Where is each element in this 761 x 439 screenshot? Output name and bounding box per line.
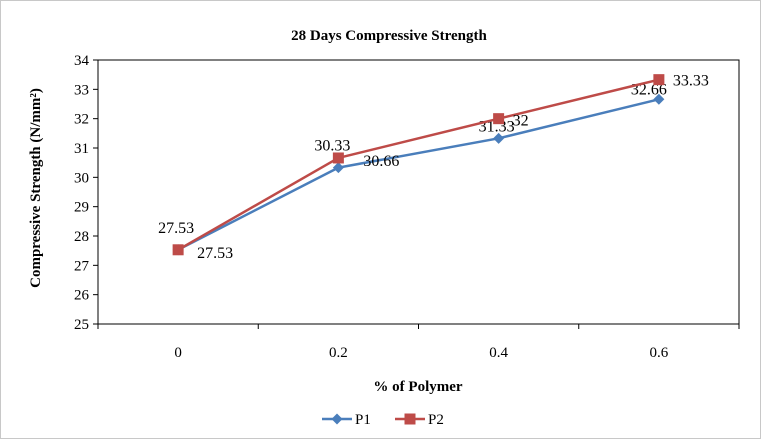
y-tick-label: 25 xyxy=(74,317,89,333)
data-label-p2: 30.66 xyxy=(363,153,399,170)
y-tick-label: 28 xyxy=(74,229,89,245)
chart-title: 28 Days Compressive Strength xyxy=(291,28,487,44)
legend-label-p1: P1 xyxy=(355,412,371,428)
data-label-p2: 32 xyxy=(513,113,529,130)
x-tick-label: 0 xyxy=(174,345,182,361)
series-line-p1 xyxy=(177,98,660,251)
legend-marker-p2 xyxy=(404,413,416,425)
plot-area: 25 26 27 28 29 30 31 32 33 34 0 0.2 0.4 0.6 27.53 30.33… xyxy=(74,53,740,361)
y-tick-label: 29 xyxy=(74,200,89,216)
data-point-p2 xyxy=(332,152,344,164)
legend-label-p2: P2 xyxy=(428,412,444,428)
data-point-p2 xyxy=(493,113,505,125)
legend: P1 P2 xyxy=(322,412,444,428)
x-tick-label: 0.2 xyxy=(329,345,348,361)
legend-marker-p1 xyxy=(331,413,343,425)
y-tick-label: 30 xyxy=(74,170,89,186)
y-tick-label: 32 xyxy=(74,112,89,128)
x-tick-label: 0.4 xyxy=(489,345,508,361)
data-point-p1 xyxy=(493,132,505,144)
y-tick-label: 33 xyxy=(74,82,89,98)
x-tick-label: 0.6 xyxy=(650,345,669,361)
data-point-p2 xyxy=(653,74,665,86)
y-tick-label: 27 xyxy=(74,258,90,274)
data-label-p2: 33.33 xyxy=(673,73,709,90)
data-point-p2 xyxy=(172,244,184,256)
x-axis-label: % of Polymer xyxy=(373,379,462,395)
data-point-p1 xyxy=(332,162,344,174)
y-tick-label: 34 xyxy=(74,53,90,69)
data-label-p1: 27.53 xyxy=(158,220,194,237)
data-point-p1 xyxy=(653,93,665,105)
y-tick-label: 26 xyxy=(74,288,90,304)
series-line-p2 xyxy=(177,78,660,251)
plot-border xyxy=(97,59,740,325)
data-label-p2: 27.53 xyxy=(197,245,233,262)
data-label-p1: 30.33 xyxy=(314,138,350,155)
y-axis-label-text: Compressive Strength (N/mm²) xyxy=(28,88,44,288)
y-axis-label: Compressive Strength (N/mm²) xyxy=(28,88,44,288)
y-tick-label: 31 xyxy=(74,141,89,157)
